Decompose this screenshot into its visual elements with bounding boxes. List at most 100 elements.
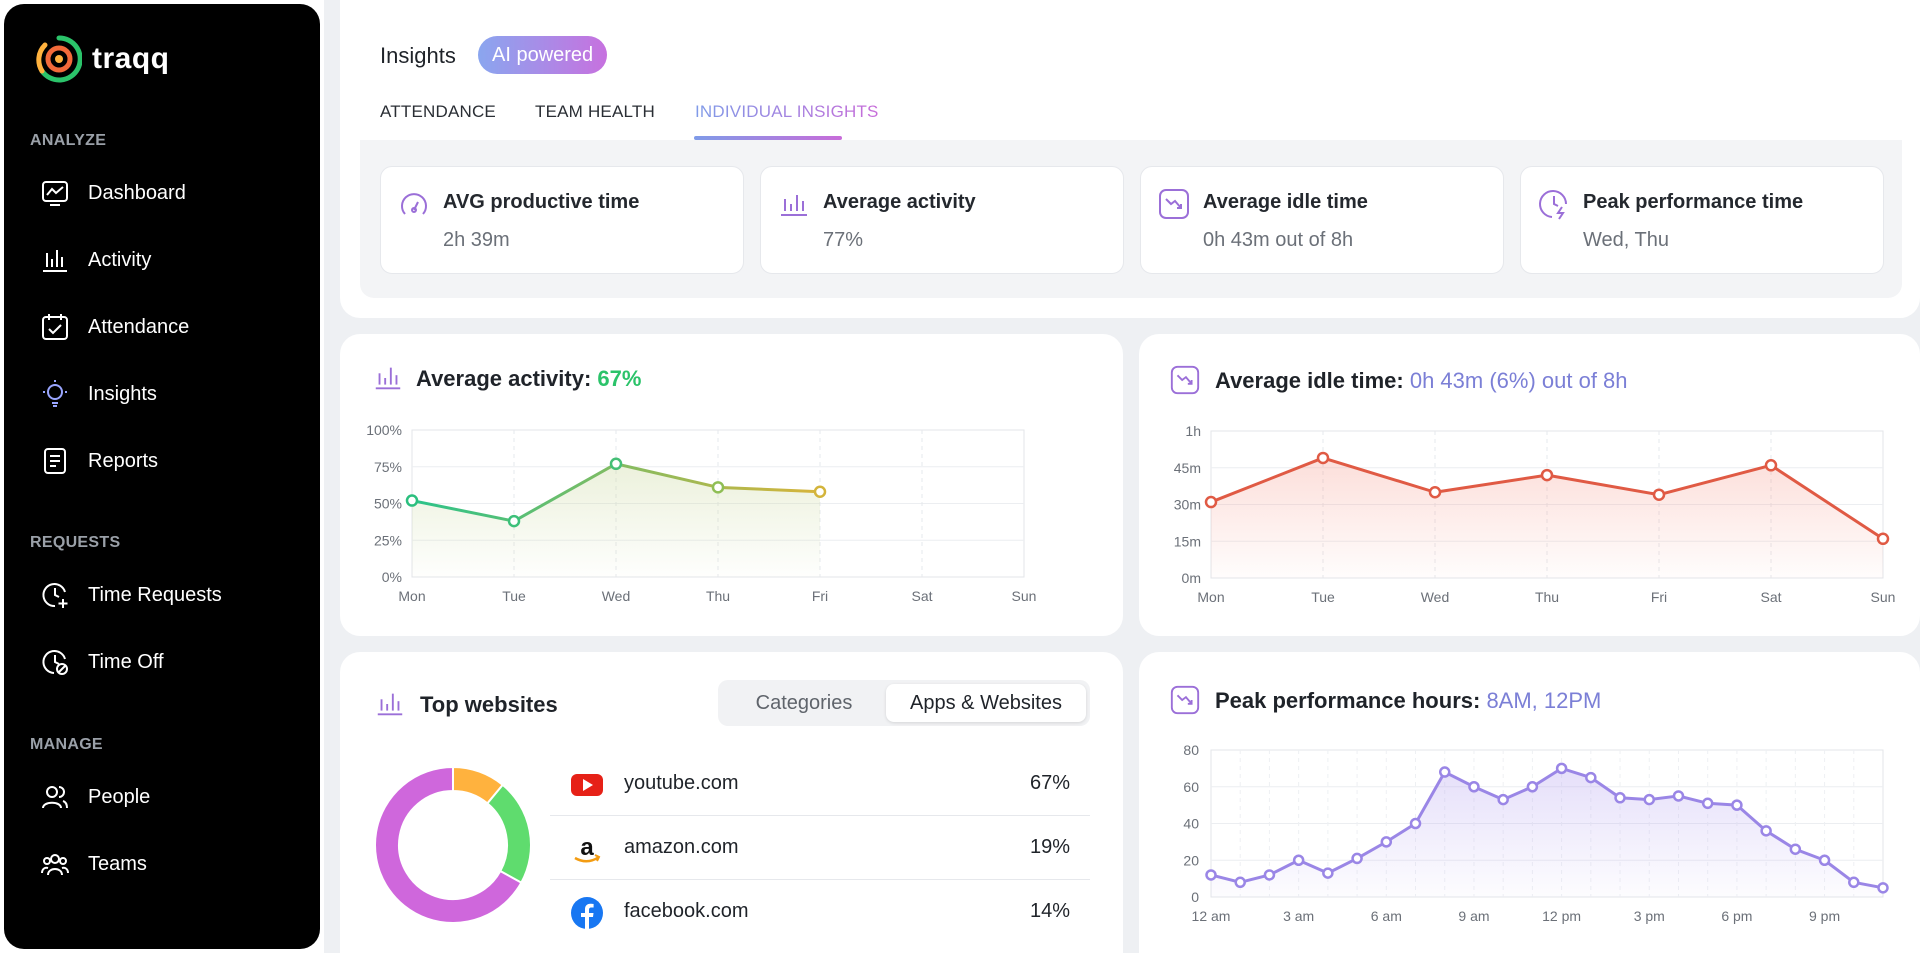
segment-categories[interactable]: Categories — [755, 692, 853, 714]
segment-apps-websites[interactable]: Apps & Websites — [886, 684, 1086, 722]
data-point — [609, 457, 623, 471]
y-tick-label: 80 — [1183, 742, 1199, 758]
sidebar-item-people[interactable]: People — [40, 782, 150, 812]
data-point — [1540, 468, 1554, 482]
amazon-icon: a — [574, 834, 601, 863]
data-point — [1234, 876, 1246, 889]
peak-area-chart: 0 20 40 60 80 12 am 3 am 6 am 9 am 12 pm 3 pm 6 pm 9… — [1183, 742, 1889, 924]
x-tick-label: 9 am — [1458, 908, 1489, 924]
y-tick-label: 100% — [366, 422, 402, 438]
x-tick-label: 3 pm — [1634, 908, 1665, 924]
data-point — [1848, 876, 1860, 889]
x-tick-label: Wed — [602, 588, 631, 604]
list-item[interactable]: a amazon.com 19% — [550, 816, 1090, 880]
activity-title-value: 67% — [597, 366, 642, 391]
stat-label: AVG productive time — [443, 191, 640, 213]
section-requests: REQUESTS — [30, 534, 121, 551]
y-tick-label: 45m — [1174, 460, 1201, 476]
y-tick-label: 1h — [1185, 423, 1201, 439]
x-tick-label: Tue — [1311, 589, 1335, 605]
activity-title: Average activity: 67% — [416, 366, 641, 392]
active-tab-indicator — [694, 136, 842, 140]
idle-title: Average idle time: 0h 43m (6%) out of 8h — [1215, 368, 1628, 394]
site-name: amazon.com — [624, 836, 739, 858]
data-point — [1555, 762, 1568, 775]
data-point — [1760, 825, 1772, 837]
data-point — [1876, 532, 1890, 546]
sidebar-item-teams[interactable]: Teams — [40, 849, 147, 879]
sidebar-item-label: Dashboard — [88, 181, 186, 204]
sidebar-panel: traqq ANALYZE Dashboard Activity Attenda… — [4, 4, 320, 949]
peak-title-label: Peak performance hours: — [1215, 688, 1481, 713]
y-tick-label: 50% — [374, 496, 402, 512]
sidebar-item-time-requests[interactable]: Time Requests — [40, 580, 222, 610]
idle-title-label: Average idle time: — [1215, 368, 1404, 393]
series-area — [412, 463, 820, 577]
sidebar-item-attendance[interactable]: Attendance — [40, 312, 189, 342]
sidebar-item-label: Reports — [88, 449, 159, 472]
y-tick-label: 75% — [374, 459, 402, 475]
brand-logo[interactable]: traqq — [36, 34, 170, 84]
y-tick-label: 40 — [1183, 816, 1199, 832]
series-area — [1211, 457, 1883, 578]
sidebar-item-label: Attendance — [88, 315, 190, 338]
data-point — [1764, 459, 1778, 472]
site-name: youtube.com — [624, 772, 739, 794]
sidebar-item-reports[interactable]: Reports — [40, 446, 158, 476]
data-point — [1672, 790, 1685, 802]
activity-title-label: Average activity: — [416, 366, 592, 391]
stat-value: 2h 39m — [443, 229, 510, 251]
stat-card-productive-time: AVG productive time 2h 39m — [380, 166, 744, 274]
site-percent: 19% — [1029, 836, 1070, 858]
list-item[interactable]: facebook.com 14% — [550, 880, 1090, 944]
data-point — [507, 514, 521, 528]
data-point — [1204, 495, 1218, 509]
youtube-icon — [571, 774, 603, 796]
sidebar-item-label: Time Off — [88, 650, 164, 673]
dashboard-icon — [42, 181, 68, 206]
series-area — [1211, 768, 1883, 897]
data-point — [1701, 797, 1714, 810]
stat-card-average-activity: Average activity 77% — [760, 166, 1124, 274]
y-tick-label: 0m — [1182, 570, 1201, 586]
peak-title-value: 8AM, 12PM — [1486, 688, 1602, 713]
data-point — [1614, 792, 1626, 804]
x-tick-label: Sun — [1012, 588, 1037, 604]
data-point — [1263, 869, 1276, 881]
y-tick-label: 0 — [1191, 889, 1199, 905]
calendar-check-icon — [42, 314, 68, 340]
x-tick-label: Fri — [1651, 589, 1667, 605]
x-tick-label: Sat — [911, 588, 932, 604]
y-tick-label: 60 — [1183, 779, 1199, 795]
peak-title: Peak performance hours: 8AM, 12PM — [1215, 688, 1601, 714]
list-item[interactable]: youtube.com 67% — [550, 752, 1090, 816]
gauge-icon — [401, 193, 427, 215]
activity-line-chart: 0% 25% 50% 75% 100% Mon Tue Wed Thu Fri Sat Sun — [366, 422, 1037, 604]
sidebar-item-label: Teams — [88, 852, 147, 875]
activity-icon — [43, 250, 67, 272]
x-tick-label: 9 pm — [1809, 908, 1840, 924]
sidebar-item-insights[interactable]: Insights — [40, 379, 157, 409]
x-tick-label: Mon — [1197, 589, 1224, 605]
stat-value: 77% — [823, 229, 864, 251]
x-tick-label: Wed — [1421, 589, 1450, 605]
x-tick-label: 6 pm — [1721, 908, 1752, 924]
tab-attendance[interactable]: ATTENDANCE — [380, 102, 496, 121]
stat-value: 0h 43m out of 8h — [1203, 229, 1354, 251]
clock-bolt-icon — [1539, 190, 1567, 220]
sidebar-item-activity[interactable]: Activity — [40, 245, 151, 275]
tab-team-health[interactable]: TEAM HEALTH — [535, 102, 655, 121]
stat-card-peak-time: Peak performance time Wed, Thu — [1520, 166, 1884, 274]
section-analyze: ANALYZE — [30, 132, 107, 149]
stat-card-idle-time: Average idle time 0h 43m out of 8h — [1140, 166, 1504, 274]
data-point — [711, 481, 725, 494]
sidebar-item-dashboard[interactable]: Dashboard — [40, 178, 186, 208]
stat-label: Peak performance time — [1583, 191, 1804, 213]
bar-chart-icon — [377, 693, 403, 716]
websites-title: Top websites — [420, 692, 558, 717]
idle-title-value: 0h 43m (6%) out of 8h — [1409, 368, 1628, 393]
tab-individual-insights[interactable]: INDIVIDUAL INSIGHTS — [695, 102, 879, 121]
data-point — [1652, 488, 1666, 501]
x-tick-label: Mon — [398, 588, 425, 604]
sidebar-item-time-off[interactable]: Time Off — [40, 647, 164, 677]
